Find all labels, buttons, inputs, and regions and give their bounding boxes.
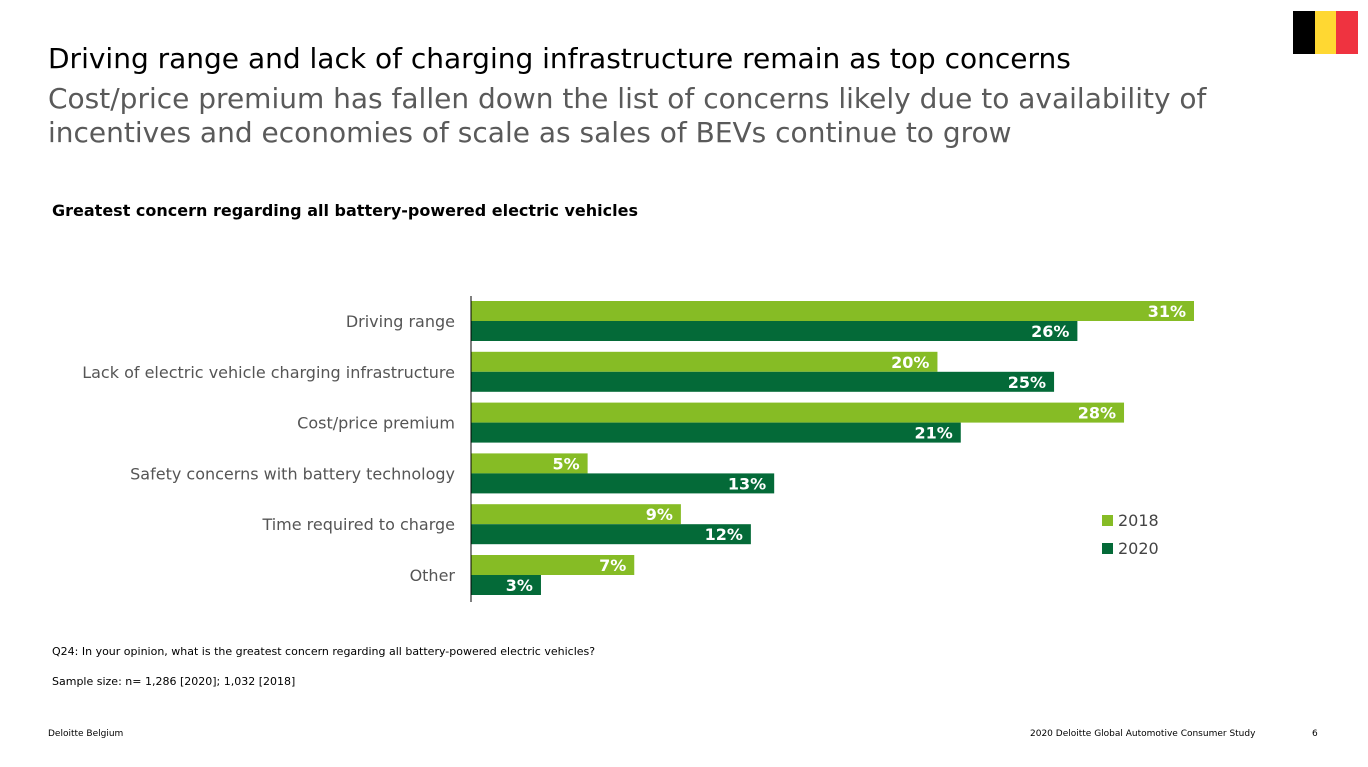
data-label-2020: 26% <box>1031 322 1069 341</box>
legend-label-2020: 2020 <box>1118 538 1159 558</box>
data-label-2020: 3% <box>506 576 533 595</box>
bar-2020 <box>471 473 775 494</box>
bar-2018 <box>471 301 1194 321</box>
sample-size: Sample size: n= 1,286 [2020]; 1,032 [201… <box>52 675 296 688</box>
chart-title: Greatest concern regarding all battery-p… <box>52 201 638 220</box>
belgium-flag <box>1293 11 1359 54</box>
data-label-2018: 7% <box>599 556 626 575</box>
data-label-2020: 12% <box>705 525 743 544</box>
data-label-2018: 20% <box>891 353 929 372</box>
page-subtitle: Cost/price premium has fallen down the l… <box>48 82 1207 149</box>
page-number: 6 <box>1312 729 1318 739</box>
flag-stripe-yellow <box>1314 11 1337 54</box>
bar-2018 <box>471 504 681 525</box>
data-label-2018: 5% <box>552 454 579 473</box>
flag-stripe-red <box>1336 11 1359 54</box>
data-label-2020: 25% <box>1008 373 1046 392</box>
bar-2018 <box>471 555 635 575</box>
legend-label-2018: 2018 <box>1118 510 1159 530</box>
bar-2018 <box>471 351 938 372</box>
category-label: Cost/price premium <box>297 414 455 433</box>
category-label: Driving range <box>346 312 455 331</box>
legend-swatch-2020 <box>1102 542 1113 554</box>
bar-2020 <box>471 321 1078 341</box>
data-label-2020: 13% <box>728 474 766 493</box>
survey-question: Q24: In your opinion, what is the greate… <box>52 645 596 658</box>
bar-2020 <box>471 575 541 595</box>
bar-2018 <box>471 453 588 474</box>
page-title: Driving range and lack of charging infra… <box>48 42 1071 75</box>
bar-2018 <box>471 402 1125 423</box>
legend-swatch-2018 <box>1102 514 1113 526</box>
bar-2020 <box>471 524 751 545</box>
footer-company: Deloitte Belgium <box>48 729 124 739</box>
bar-2020 <box>471 422 961 443</box>
legend-item-2018: 2018 <box>1102 506 1159 534</box>
footer-study-name: 2020 Deloitte Global Automotive Consumer… <box>1030 729 1256 739</box>
legend-item-2020: 2020 <box>1102 534 1159 562</box>
data-label-2018: 31% <box>1148 302 1186 321</box>
category-label: Other <box>410 566 456 585</box>
bar-2020 <box>471 371 1055 392</box>
data-label-2020: 21% <box>914 424 952 443</box>
chart-legend: 2018 2020 <box>1102 506 1159 562</box>
category-label: Time required to charge <box>261 515 455 534</box>
data-label-2018: 28% <box>1078 404 1116 423</box>
category-label: Safety concerns with battery technology <box>130 464 455 483</box>
category-label: Lack of electric vehicle charging infras… <box>82 363 455 382</box>
data-label-2018: 9% <box>646 505 673 524</box>
flag-stripe-black <box>1293 11 1315 54</box>
